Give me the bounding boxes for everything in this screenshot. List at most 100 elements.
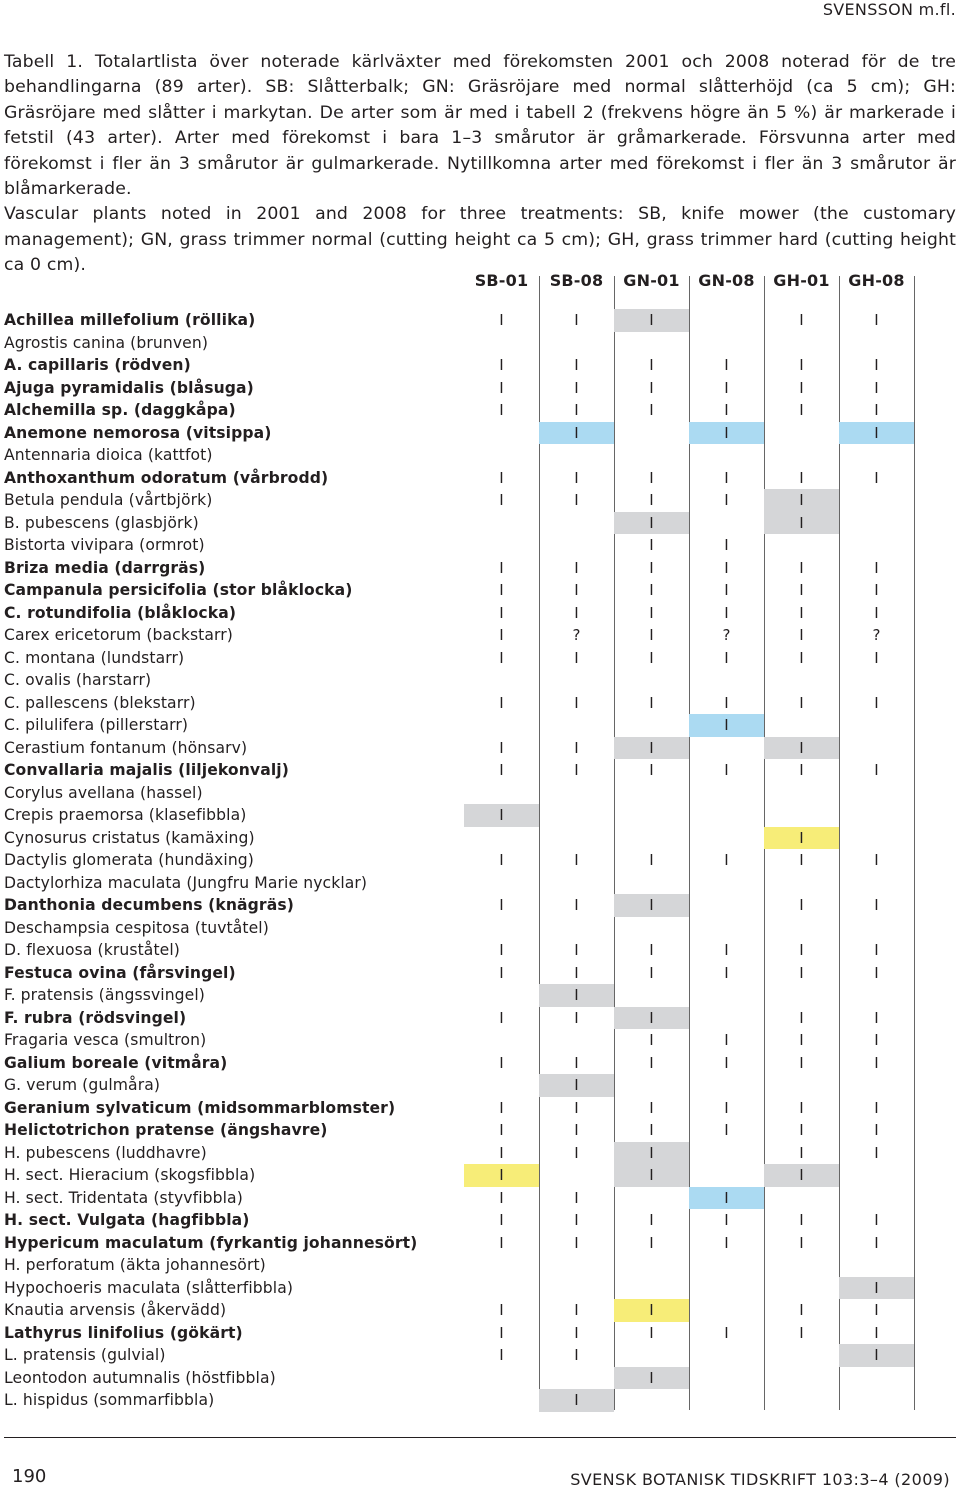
species-name: H. perforatum (äkta johannesört) [4, 1256, 266, 1274]
occurrence-cell: I [649, 1098, 654, 1117]
occurrence-cell: I [574, 1233, 579, 1252]
occurrence-cell [689, 827, 764, 850]
occurrence-cell [464, 1029, 539, 1052]
table-row: Alchemilla sp. (daggkåpa) I I I I I I [0, 399, 960, 422]
occurrence-cell [839, 332, 914, 355]
occurrence-cell [689, 1277, 764, 1300]
table-row: Achillea millefolium (röllika) I I I I I [0, 309, 960, 332]
species-name: Cerastium fontanum (hönsarv) [4, 738, 248, 757]
occurrence-cell: I [499, 626, 504, 644]
footer-rule [4, 1437, 956, 1438]
occurrence-cell: ? [722, 626, 731, 644]
occurrence-cell: I [649, 941, 654, 959]
occurrence-cell: I [499, 1301, 504, 1319]
table-row: H. sect. Tridentata (styvfibbla) I I I [0, 1186, 960, 1210]
occurrence-cell: I [874, 941, 879, 959]
species-name: C. pilulifera (pillerstarr) [4, 716, 189, 734]
occurrence-cell [689, 1074, 764, 1097]
table-row: B. pubescens (glasbjörk) I I [0, 511, 960, 534]
occurrence-cell [539, 1029, 614, 1052]
occurrence-cell: I [499, 378, 504, 397]
species-name: Crepis praemorsa (klasefibbla) [4, 806, 247, 824]
species-name: Briza media (darrgräs) [4, 558, 206, 577]
occurrence-cell: I [574, 1346, 579, 1364]
occurrence-cell: I [499, 558, 504, 577]
occurrence-cell: I [499, 761, 504, 779]
table-row: Deschampsia cespitosa (tuvtåtel) [0, 917, 960, 940]
occurrence-cell [614, 782, 689, 805]
occurrence-cell [539, 444, 614, 467]
occurrence-cell [464, 1277, 539, 1300]
occurrence-cell: I [499, 1121, 504, 1139]
table-row: F. rubra (rödsvingel) I I I I I [0, 1006, 960, 1029]
occurrence-cell: I [799, 851, 804, 869]
species-name: Anemone nemorosa (vitsippa) [4, 423, 272, 442]
occurrence-cell: I [574, 1053, 579, 1072]
occurrence-cell: I [499, 603, 504, 622]
occurrence-cell: I [689, 421, 764, 444]
occurrence-cell [839, 1187, 914, 1210]
occurrence-cell: I [874, 356, 879, 374]
table-row: Briza media (darrgräs) I I I I I I [0, 557, 960, 580]
occurrence-cell: I [574, 738, 579, 757]
occurrence-cell: I [764, 1164, 839, 1187]
table-row: Fragaria vesca (smultron) I I I I [0, 1029, 960, 1052]
occurrence-cell: I [499, 1346, 504, 1364]
table-row: Lathyrus linifolius (gökärt) I I I I I I [0, 1322, 960, 1345]
occurrence-cell: I [799, 1053, 804, 1072]
occurrence-cell: I [724, 761, 729, 779]
occurrence-cell: I [499, 356, 504, 374]
occurrence-cell: I [499, 311, 504, 329]
occurrence-cell: I [799, 626, 804, 644]
occurrence-cell [464, 827, 539, 850]
occurrence-cell [689, 1367, 764, 1390]
table-row: C. pallescens (blekstarr) I I I I I I [0, 692, 960, 715]
table-row: Crepis praemorsa (klasefibbla) I [0, 804, 960, 827]
table-row: Anemone nemorosa (vitsippa) I I I [0, 421, 960, 444]
occurrence-cell: I [799, 941, 804, 959]
species-name: Carex ericetorum (backstarr) [4, 626, 233, 644]
occurrence-cell [764, 1254, 839, 1277]
occurrence-cell [689, 782, 764, 805]
occurrence-cell: I [724, 401, 729, 419]
occurrence-cell: I [799, 1323, 804, 1342]
species-name: Festuca ovina (fårsvingel) [4, 963, 236, 982]
occurrence-cell: I [724, 963, 729, 982]
occurrence-cell: I [874, 1121, 879, 1139]
occurrence-cell: I [724, 356, 729, 374]
table-row: Dactylis glomerata (hundäxing) I I I I I I [0, 849, 960, 872]
occurrence-cell: I [499, 491, 504, 509]
occurrence-cell [614, 872, 689, 895]
occurrence-cell: I [574, 378, 579, 397]
species-name: L. hispidus (sommarfibbla) [4, 1391, 215, 1409]
occurrence-cell: I [499, 468, 504, 487]
occurrence-cell: I [874, 378, 879, 397]
occurrence-cell: I [649, 693, 654, 712]
occurrence-cell: I [724, 581, 729, 599]
occurrence-cell: I [764, 511, 839, 534]
occurrence-cell: I [839, 1344, 914, 1367]
caption-english: Vascular plants noted in 2001 and 2008 f… [4, 204, 956, 276]
table-row: Cerastium fontanum (hönsarv) I I I I [0, 736, 960, 759]
occurrence-cell [689, 669, 764, 692]
species-name: Bistorta vivipara (ormrot) [4, 536, 205, 554]
table-caption: Tabell 1. Totalartlista över noterade kä… [4, 50, 956, 279]
occurrence-cell [764, 534, 839, 557]
column-header: SB-01 [474, 271, 529, 290]
column-header: GH-08 [848, 271, 905, 290]
occurrence-cell: I [574, 648, 579, 667]
occurrence-cell: I [799, 356, 804, 374]
occurrence-cell [689, 1389, 764, 1412]
occurrence-cell: I [799, 1211, 804, 1229]
table-row: A. capillaris (rödven) I I I I I I [0, 354, 960, 377]
column-header: GN-08 [698, 271, 755, 290]
column-header: GN-01 [623, 271, 680, 290]
occurrence-cell: I [574, 1143, 579, 1162]
table-row: C. pilulifera (pillerstarr) I [0, 714, 960, 737]
occurrence-cell: I [799, 896, 804, 914]
occurrence-cell: I [614, 1006, 689, 1029]
occurrence-cell: I [799, 1301, 804, 1319]
occurrence-cell [764, 1367, 839, 1390]
species-name: Agrostis canina (brunven) [4, 333, 209, 352]
occurrence-cell: I [649, 401, 654, 419]
